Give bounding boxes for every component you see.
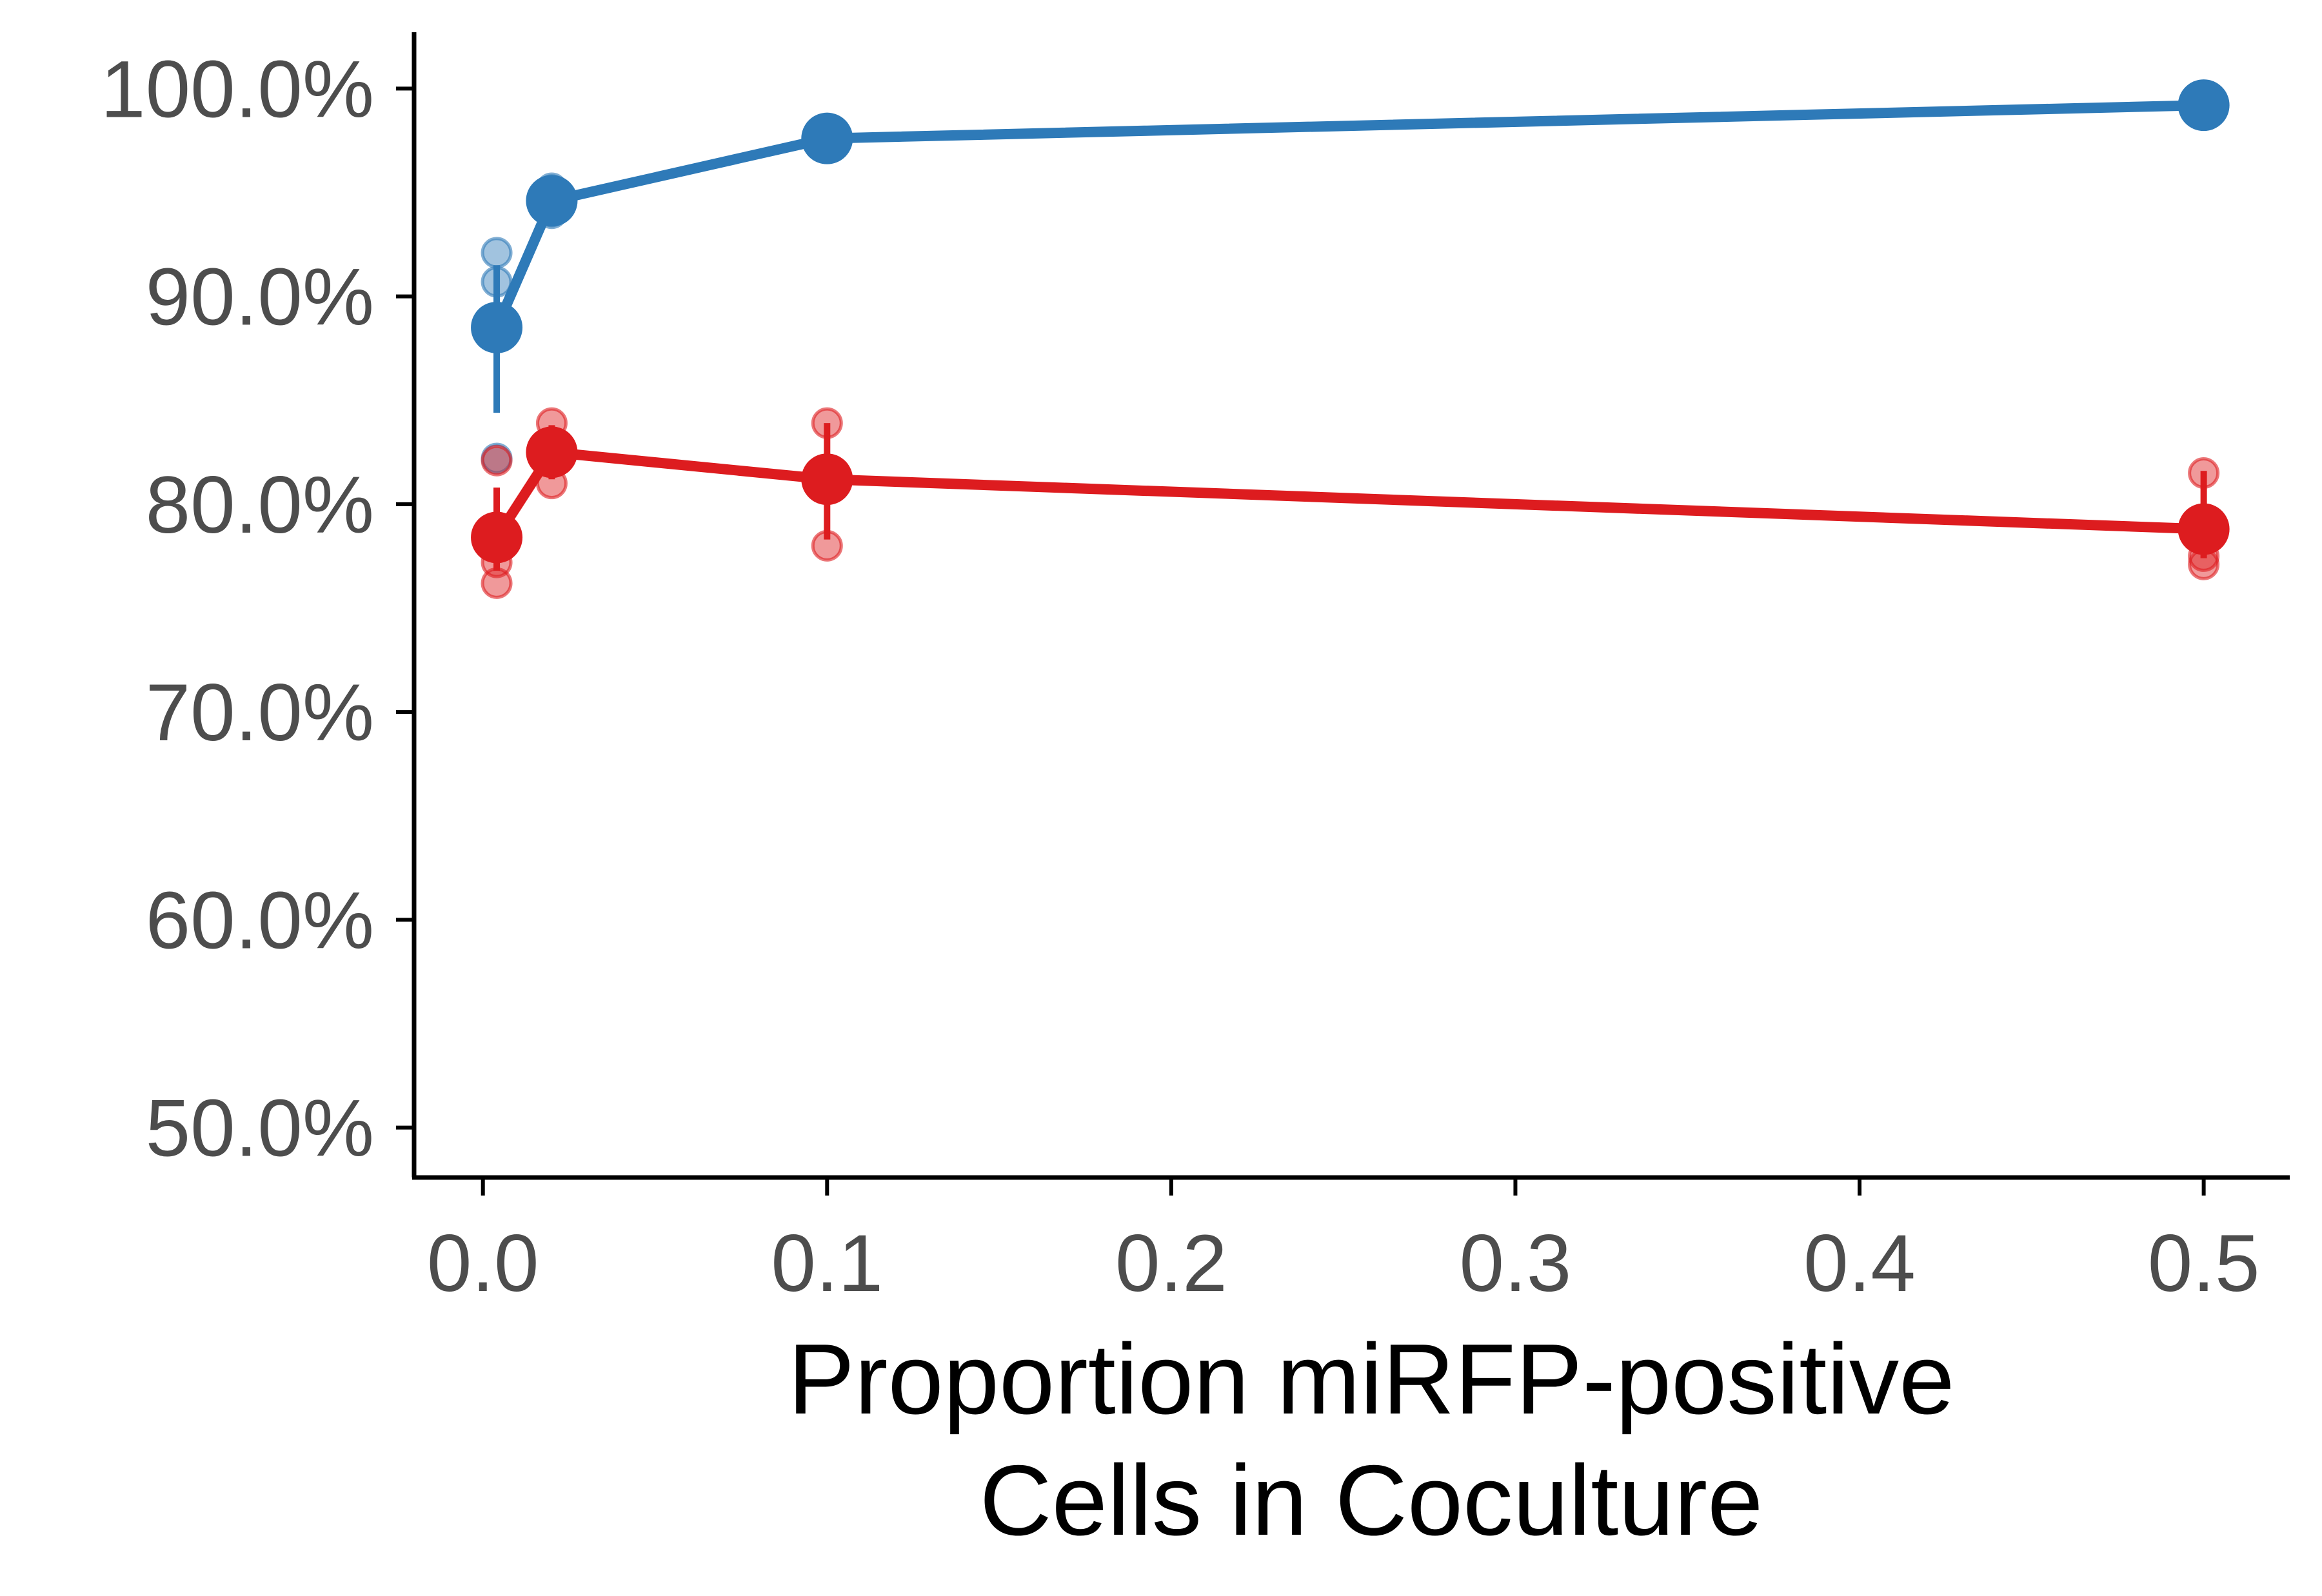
x-tick-label: 0.0 [427,1219,539,1308]
mean-point [2178,79,2230,132]
mean-point [526,175,578,227]
x-tick-label: 0.3 [1460,1219,1572,1308]
mean-point [526,426,578,478]
x-tick-label: 0.1 [771,1219,883,1308]
y-tick-label: 100.0% [101,44,374,134]
y-tick-label: 70.0% [146,668,374,758]
mean-point [801,112,853,164]
replicate-point [481,567,513,599]
series-1 [471,79,2230,475]
mean-point [2178,503,2230,555]
y-tick-label: 90.0% [146,253,374,342]
y-tick-label: 60.0% [146,876,374,965]
x-tick-label: 0.5 [2148,1219,2260,1308]
x-axis: 0.0 0.1 0.2 0.3 0.4 0.5 [412,1175,2290,1308]
mean-point [801,453,853,506]
mean-point [471,301,523,353]
x-tick-label: 0.4 [1803,1219,1916,1308]
x-axis-title-line-2: Cells in Coculture [980,1444,1763,1556]
y-tick-label: 80.0% [146,460,374,550]
mean-point [471,511,523,564]
series-line [491,100,2209,333]
y-tick-label: 50.0% [146,1084,374,1174]
series-2 [471,407,2230,599]
x-tick-label: 0.2 [1115,1219,1227,1308]
series-line [491,447,2209,543]
x-axis-title-line-1: Proportion miRFP-positive [788,1323,1955,1435]
replicate-point [481,237,513,269]
y-axis: 50.0% 60.0% 70.0% 80.0% 90.0% 100.0% [101,32,417,1177]
replicate-point [481,444,513,477]
plot-area [471,79,2230,599]
